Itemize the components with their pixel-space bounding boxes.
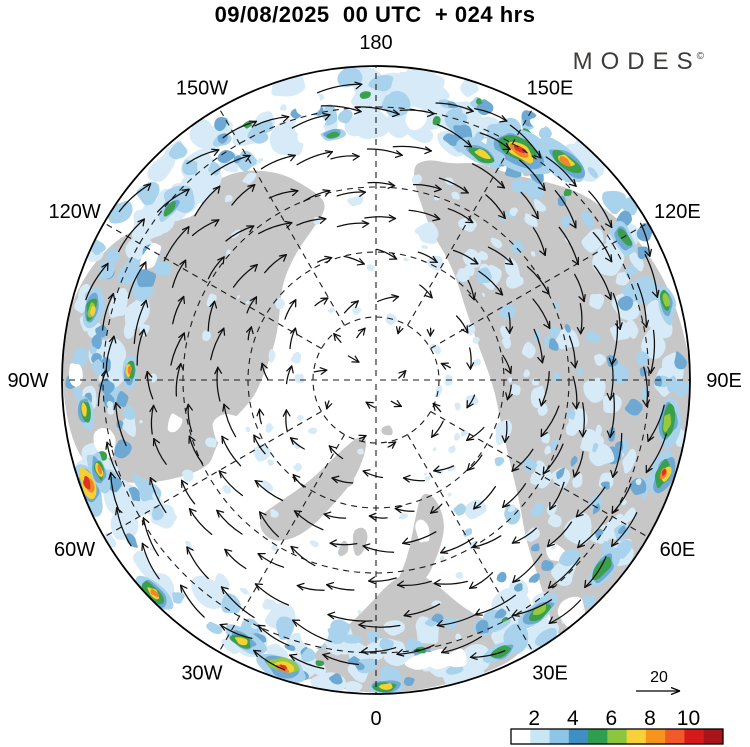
anomaly-hotspot bbox=[159, 195, 181, 223]
longitude-label: 90E bbox=[706, 370, 742, 392]
longitude-label: 60W bbox=[54, 539, 95, 561]
longitude-label: 120W bbox=[48, 201, 100, 223]
anomaly-hotspot bbox=[539, 136, 586, 183]
modes-logo: MODES© bbox=[573, 48, 704, 76]
colorbar-tick-label: 2 bbox=[528, 707, 540, 730]
anomaly-hotspot bbox=[135, 575, 174, 610]
anomaly-hotspot bbox=[320, 128, 347, 141]
colorbar-segment bbox=[703, 729, 724, 744]
reference-arrow: 20 bbox=[636, 669, 681, 696]
anomaly-hotspot bbox=[657, 396, 682, 448]
colorbar-tick-label: 8 bbox=[644, 707, 656, 730]
colorbar-segment bbox=[511, 729, 531, 744]
modes-logo-text: MODES bbox=[572, 48, 701, 75]
anomaly-hotspot bbox=[658, 285, 677, 326]
anomaly-hotspot bbox=[122, 355, 138, 391]
colorbar-segment bbox=[568, 729, 589, 744]
colorbar-segment bbox=[626, 729, 647, 744]
colorbar-segment bbox=[588, 729, 608, 744]
longitude-label: 180 bbox=[359, 32, 392, 54]
longitude-label: 60E bbox=[660, 539, 696, 561]
map-inner bbox=[62, 66, 690, 694]
colorbar: 2 4 6 8 10 bbox=[510, 707, 724, 745]
anomaly-hotspot bbox=[86, 451, 111, 494]
figure-title: 09/08/2025 00 UTC + 024 hrs bbox=[214, 2, 536, 27]
reference-arrow-label: 20 bbox=[650, 669, 668, 686]
anomaly-hotspot bbox=[588, 547, 622, 587]
longitude-label: 120E bbox=[654, 201, 701, 223]
anomaly-hotspot bbox=[225, 624, 267, 656]
colorbar-segment bbox=[549, 729, 570, 744]
colorbar-tick-label: 10 bbox=[677, 707, 700, 730]
longitude-label: 30W bbox=[181, 663, 222, 685]
anomaly-hotspot bbox=[76, 395, 95, 431]
longitude-label: 150W bbox=[176, 77, 228, 99]
colorbar-segment bbox=[665, 729, 685, 744]
colorbar-tick-label: 4 bbox=[567, 707, 579, 730]
anomaly-hotspot bbox=[482, 641, 525, 664]
colorbar-tick-label: 6 bbox=[606, 707, 618, 730]
longitude-labels: 180 150E 120E 90E 60E 30E 0 30W 60W 90W 120W 150W bbox=[7, 32, 741, 730]
colorbar-segment bbox=[530, 729, 551, 744]
longitude-label: 90W bbox=[7, 370, 48, 392]
colorbar-segment bbox=[684, 729, 705, 744]
longitude-label: 0 bbox=[370, 708, 381, 730]
anomaly-hotspot bbox=[82, 286, 105, 329]
anomaly-hotspot bbox=[369, 676, 404, 694]
wind-arrows-layer bbox=[85, 81, 667, 671]
longitude-label: 150E bbox=[527, 77, 574, 99]
anomaly-hotspot bbox=[609, 221, 637, 257]
copyright-mark: © bbox=[696, 51, 704, 62]
colorbar-segment bbox=[607, 729, 628, 744]
colorbar-segment bbox=[645, 729, 666, 744]
map-boundary-circle bbox=[61, 65, 691, 695]
longitude-label: 30E bbox=[532, 663, 568, 685]
